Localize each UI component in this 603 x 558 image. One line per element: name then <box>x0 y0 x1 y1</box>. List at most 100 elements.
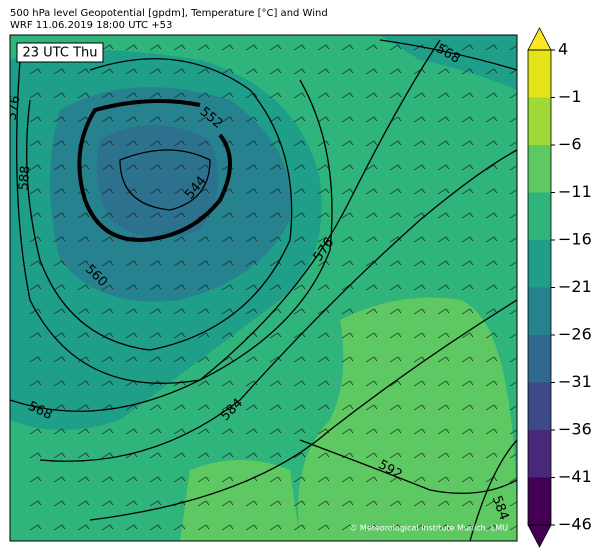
wind-barb <box>341 428 354 435</box>
contour <box>77 99 232 243</box>
wind-barb <box>437 428 450 435</box>
wind-barb <box>29 116 42 123</box>
wind-barb <box>221 236 234 243</box>
wind-barb <box>197 164 210 171</box>
wind-barb <box>245 92 258 99</box>
wind-barb <box>245 308 258 315</box>
wind-barb <box>365 524 378 531</box>
wind-barb <box>485 116 498 123</box>
wind-barb <box>101 500 114 507</box>
wind-barb <box>317 452 330 459</box>
wind-barb <box>485 236 498 243</box>
wind-barb <box>149 332 162 339</box>
colorbar-tick-label: −6 <box>558 135 582 154</box>
wind-barb <box>509 477 517 483</box>
time-box <box>16 42 104 63</box>
wind-barb <box>245 212 258 219</box>
wind-barb <box>173 236 186 243</box>
wind-barb <box>269 140 282 147</box>
wind-barb <box>125 284 138 291</box>
wind-barb <box>149 476 162 483</box>
contour <box>469 439 517 541</box>
wind-barb <box>173 452 186 459</box>
wind-barb <box>53 68 66 75</box>
wind-barb <box>413 404 426 411</box>
wind-barb <box>149 284 162 291</box>
wind-barb <box>245 524 258 531</box>
wind-barb <box>509 69 517 75</box>
wind-barb <box>149 140 162 147</box>
wind-barb <box>485 44 498 51</box>
wind-barb <box>389 260 402 267</box>
wind-barb <box>485 380 498 387</box>
wind-barb <box>269 44 282 51</box>
wind-barb <box>101 116 114 123</box>
wind-barb <box>293 260 306 267</box>
wind-barb <box>77 428 90 435</box>
wind-barb <box>125 116 138 123</box>
colorbar-segment <box>528 192 551 240</box>
temp-region <box>180 460 300 541</box>
wind-barb <box>101 188 114 195</box>
wind-barb <box>341 116 354 123</box>
wind-barb <box>197 284 210 291</box>
wind-barb <box>341 68 354 75</box>
wind-barb <box>365 188 378 195</box>
wind-barb <box>317 44 330 51</box>
wind-barb <box>341 380 354 387</box>
wind-barb <box>461 524 474 531</box>
wind-barb <box>509 429 517 435</box>
contour <box>89 299 517 521</box>
wind-barb <box>437 332 450 339</box>
wind-barb <box>365 428 378 435</box>
wind-barb <box>197 44 210 51</box>
wind-barb <box>413 188 426 195</box>
wind-barb <box>485 356 498 363</box>
wind-barb <box>413 212 426 219</box>
wind-barb <box>221 476 234 483</box>
wind-barb <box>269 212 282 219</box>
wind-barb <box>365 212 378 219</box>
wind-barb <box>173 140 186 147</box>
wind-barb <box>293 428 306 435</box>
wind-barb <box>197 308 210 315</box>
wind-barb <box>317 404 330 411</box>
wind-barb <box>197 92 210 99</box>
wind-barb <box>101 356 114 363</box>
wind-barb <box>53 380 66 387</box>
wind-barb <box>461 500 474 507</box>
wind-barb <box>149 428 162 435</box>
wind-barb <box>245 284 258 291</box>
wind-barb <box>245 428 258 435</box>
wind-barb <box>149 356 162 363</box>
wind-barb <box>173 332 186 339</box>
wind-barb <box>245 452 258 459</box>
wind-barb <box>269 428 282 435</box>
wind-barb <box>77 380 90 387</box>
wind-barb <box>509 501 517 507</box>
wind-barb <box>293 356 306 363</box>
wind-barb <box>29 140 42 147</box>
wind-barb <box>221 212 234 219</box>
wind-barb <box>77 92 90 99</box>
wind-barb <box>53 116 66 123</box>
wind-barb <box>269 524 282 531</box>
wind-barb <box>125 524 138 531</box>
wind-barb <box>389 188 402 195</box>
wind-barb <box>29 332 42 339</box>
wind-barb <box>101 380 114 387</box>
wind-barb <box>29 260 42 267</box>
wind-barb <box>485 500 498 507</box>
wind-barb <box>509 165 517 171</box>
wind-barb <box>461 44 474 51</box>
wind-barb <box>365 140 378 147</box>
wind-barb <box>53 284 66 291</box>
wind-barb <box>77 404 90 411</box>
wind-barb <box>437 92 450 99</box>
wind-barb <box>317 188 330 195</box>
wind-barb <box>173 188 186 195</box>
wind-barb <box>317 380 330 387</box>
colorbar-tick-label: −11 <box>558 182 592 201</box>
wind-barb <box>77 236 90 243</box>
